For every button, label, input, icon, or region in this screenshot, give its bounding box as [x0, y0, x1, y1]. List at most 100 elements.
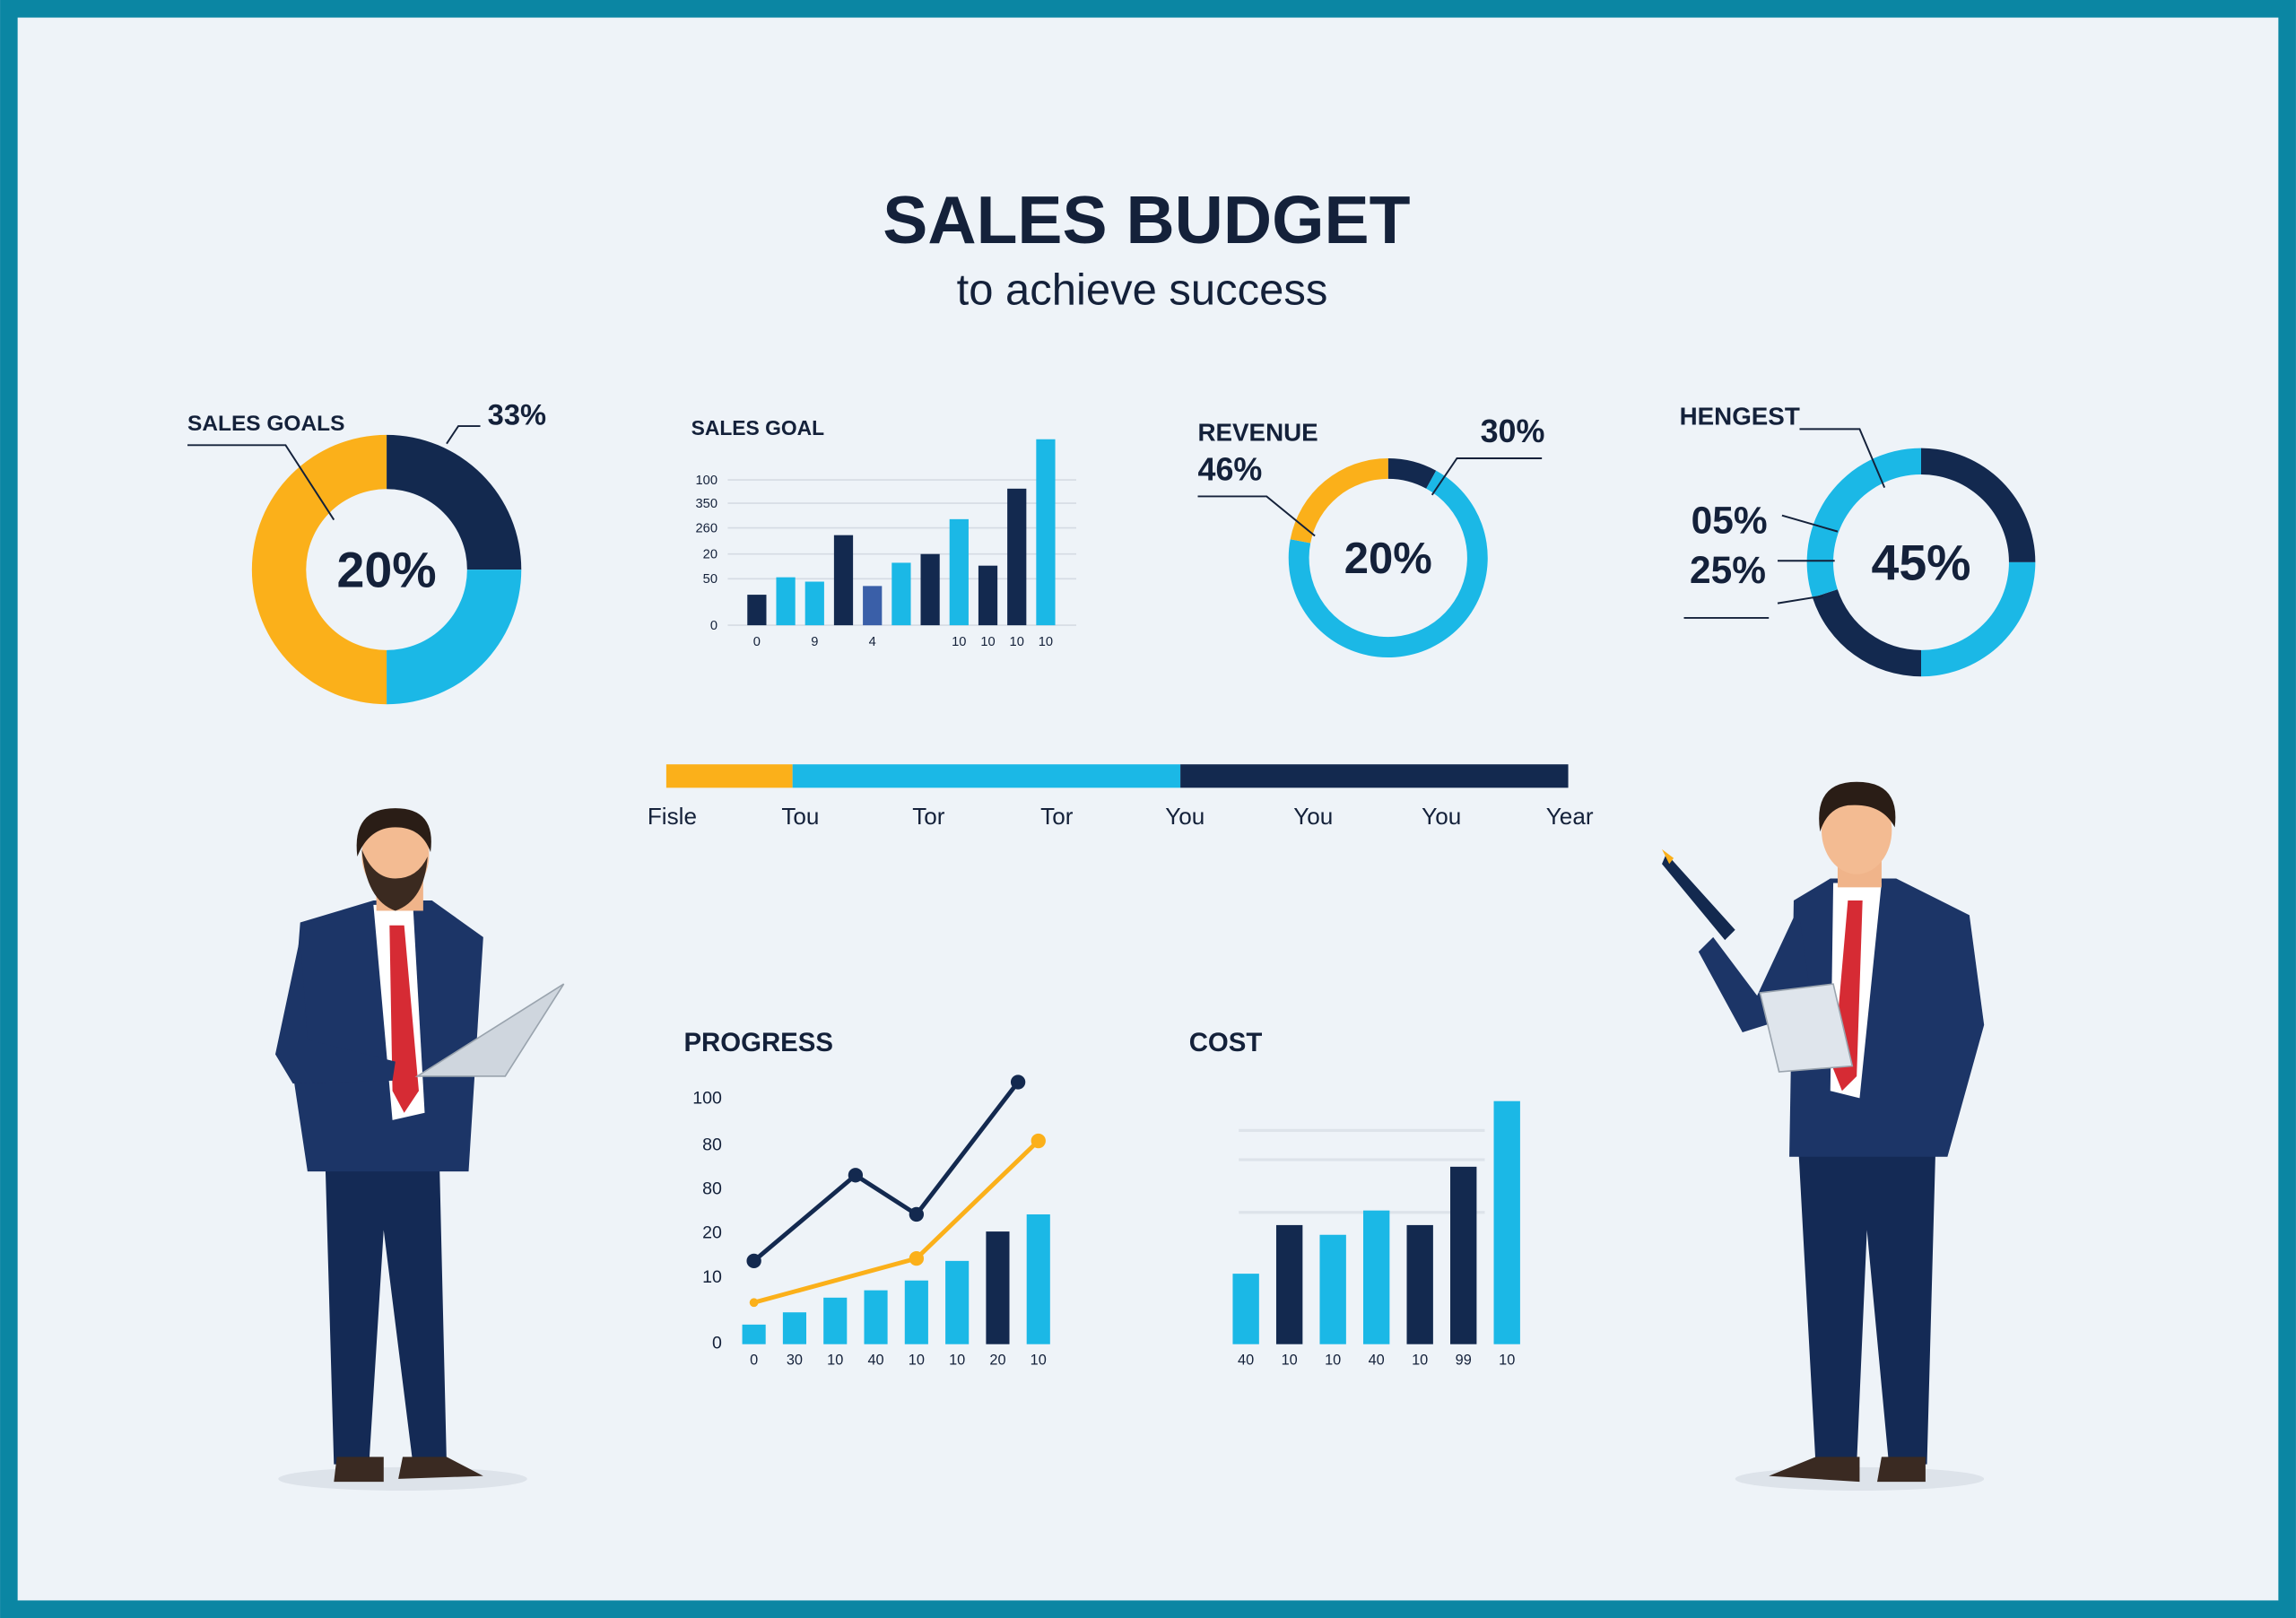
donut-title: SALES GOALS: [187, 412, 344, 436]
y-tick-label: 100: [692, 1089, 722, 1109]
x-tick-label: 10: [1325, 1353, 1341, 1369]
donut-segment: [387, 570, 522, 705]
x-tick-label: 10: [909, 1353, 925, 1369]
y-tick-label: 80: [702, 1179, 722, 1199]
businessman-right: [1662, 781, 1985, 1491]
donut-segment: [251, 434, 387, 705]
x-tick-label: 30: [787, 1353, 803, 1369]
donut-segment: [1806, 448, 1922, 598]
leader-line: [1781, 514, 1839, 533]
center-label: 20%: [1344, 535, 1432, 583]
charts: 20% SALES GOALS 33% SALES GOAL 0 50 20 260 350 10…: [187, 397, 2036, 1369]
bar: [949, 518, 969, 626]
line-marker: [746, 1253, 761, 1269]
axis-label: Tor: [912, 803, 945, 830]
chart-title: PROGRESS: [683, 1028, 833, 1057]
bar: [1493, 1100, 1520, 1344]
line-marker: [848, 1168, 864, 1183]
y-tick-label: 20: [702, 1223, 722, 1243]
x-tick-label: 10: [1412, 1353, 1428, 1369]
y-tick-label: 100: [696, 474, 718, 488]
businessman-left: [274, 808, 565, 1491]
line-marker: [909, 1206, 925, 1222]
bar: [1232, 1274, 1259, 1344]
center-label: 45%: [1871, 535, 1970, 590]
progress-segment: [792, 764, 1181, 788]
x-tick-label: 10: [1031, 1353, 1047, 1369]
x-tick-label: 10: [952, 635, 966, 649]
bar: [904, 1280, 928, 1344]
callout-label: 25%: [1690, 549, 1766, 591]
leader-line: [1777, 595, 1823, 605]
y-tick-label: 350: [696, 497, 718, 511]
y-tick-label: 20: [703, 548, 718, 562]
bar: [833, 535, 854, 626]
x-tick-label: 0: [753, 635, 761, 649]
callout-label: 05%: [1692, 499, 1768, 541]
donut-title: HENGEST: [1680, 402, 1800, 430]
bar: [920, 553, 940, 626]
donut-segment: [1812, 589, 1922, 677]
subtitle: to achieve success: [957, 266, 1328, 315]
axis-label: You: [1422, 803, 1461, 830]
x-tick-label: 40: [1369, 1353, 1385, 1369]
x-tick-label: 40: [1238, 1353, 1254, 1369]
line-series: [752, 1081, 1021, 1263]
donut-segment: [387, 434, 522, 570]
bar: [1406, 1224, 1433, 1344]
bar: [1362, 1210, 1390, 1344]
line-marker: [909, 1250, 925, 1266]
bar: [1319, 1234, 1346, 1344]
donut-segment: [1921, 561, 2036, 677]
progress-segment: [1180, 764, 1569, 788]
x-tick-label: 40: [867, 1353, 883, 1369]
callout-label: 30%: [1481, 413, 1545, 449]
bar: [1007, 488, 1027, 626]
bar: [747, 595, 767, 626]
axis-label: Year: [1546, 803, 1594, 830]
axis-label: Tou: [781, 803, 819, 830]
donut-title: REVENUE: [1198, 418, 1318, 446]
x-tick-label: 4: [869, 635, 876, 649]
callout-label: 46%: [1198, 450, 1263, 487]
x-tick-label: 10: [1010, 635, 1024, 649]
bar: [986, 1231, 1010, 1344]
bar: [804, 581, 824, 626]
y-tick-label: 80: [702, 1135, 722, 1154]
bar: [782, 1312, 806, 1344]
bar: [742, 1324, 766, 1344]
callout-label: 33%: [488, 397, 546, 431]
bar: [823, 1297, 848, 1344]
x-tick-label: 10: [949, 1353, 965, 1369]
donut-segment: [1290, 457, 1388, 544]
line-marker: [1031, 1133, 1046, 1149]
donut-segment: [1387, 457, 1437, 489]
axis-label: Fisle: [648, 803, 697, 830]
y-tick-label: 50: [703, 572, 718, 587]
axis-label: You: [1165, 803, 1205, 830]
x-tick-label: 9: [811, 635, 818, 649]
bar: [864, 1290, 888, 1344]
leader-line: [1431, 457, 1543, 496]
y-tick-label: 0: [710, 619, 718, 633]
leader-line: [187, 444, 335, 521]
x-tick-label: 10: [980, 635, 995, 649]
axis-label: Tor: [1040, 803, 1074, 830]
leader-line: [446, 425, 481, 445]
leader-line: [1799, 428, 1886, 489]
bar: [1026, 1214, 1050, 1344]
bar: [891, 562, 911, 626]
bar: [945, 1260, 970, 1344]
line-marker: [749, 1298, 759, 1308]
bar: [863, 586, 883, 626]
leader-line: [1197, 495, 1316, 537]
x-tick-label: 10: [827, 1353, 843, 1369]
y-tick-label: 0: [712, 1334, 722, 1353]
chart-title: SALES GOAL: [691, 416, 825, 439]
title: SALES BUDGET: [883, 182, 1410, 257]
bar: [978, 565, 998, 626]
bar: [1450, 1166, 1477, 1344]
line-marker: [1010, 1074, 1026, 1090]
bar: [776, 577, 796, 626]
